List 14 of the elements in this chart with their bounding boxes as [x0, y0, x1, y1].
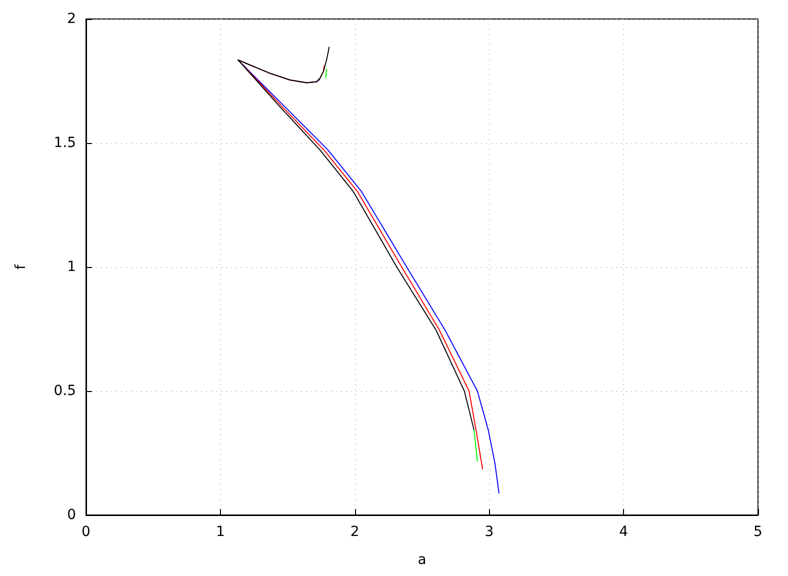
- x-tick-label: 3: [484, 524, 494, 540]
- line-series: [238, 46, 475, 430]
- y-tick-label: 1: [67, 259, 76, 275]
- y-tick-label: 0: [67, 507, 76, 523]
- y-tick-label: 0.5: [54, 383, 76, 399]
- y-tick-label: 2: [67, 11, 76, 27]
- x-tick-label: 2: [350, 524, 360, 540]
- y-axis-title: f: [13, 263, 29, 270]
- x-tick-label: 4: [619, 524, 628, 540]
- x-axis-title: a: [418, 552, 426, 568]
- y-tick-label: 1.5: [54, 135, 76, 151]
- x-tick-label: 1: [216, 524, 225, 540]
- x-tick-label: 0: [82, 524, 90, 540]
- x-tick-label: 5: [754, 524, 762, 540]
